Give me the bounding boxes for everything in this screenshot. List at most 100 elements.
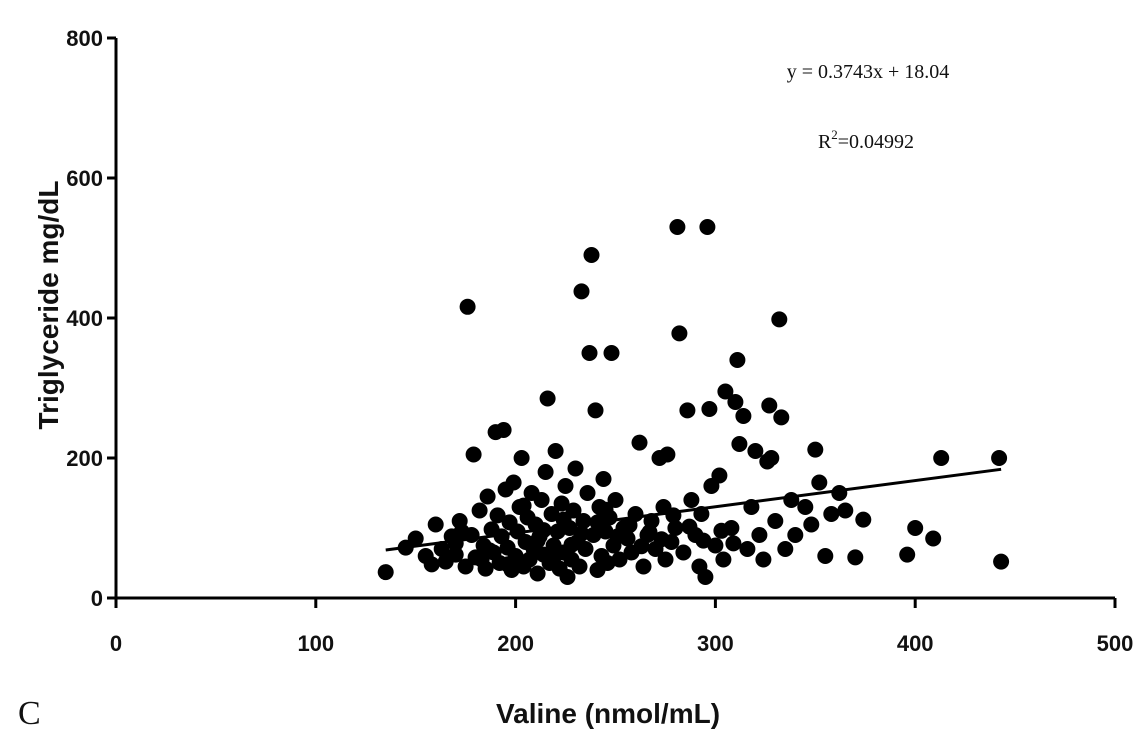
data-point	[597, 501, 614, 518]
data-point	[761, 397, 778, 414]
data-point	[755, 551, 772, 568]
data-point	[933, 450, 950, 466]
data-point	[681, 518, 698, 535]
data-point	[571, 558, 588, 575]
panel-label: C	[18, 695, 41, 732]
data-point	[515, 497, 532, 514]
data-point	[599, 555, 616, 571]
data-point	[471, 502, 488, 519]
data-point	[499, 556, 516, 573]
y-tick-label: 800	[66, 26, 103, 51]
data-point	[807, 441, 824, 458]
x-axis-title: Valine (nmol/mL)	[496, 698, 720, 729]
data-point	[505, 474, 522, 491]
data-point	[899, 546, 916, 563]
data-point	[991, 450, 1008, 466]
data-point	[797, 499, 814, 515]
data-point	[563, 536, 580, 553]
regression-equation: y = 0.3743x + 18.04	[787, 61, 950, 83]
data-point	[537, 464, 554, 480]
data-point	[489, 507, 506, 524]
data-point	[621, 517, 638, 534]
data-point	[727, 394, 744, 410]
data-point	[729, 352, 746, 368]
data-point	[495, 422, 512, 438]
data-point	[695, 532, 712, 549]
data-point	[811, 474, 828, 491]
data-point	[773, 409, 790, 426]
data-point	[855, 511, 872, 528]
data-point	[553, 495, 570, 512]
data-point	[641, 524, 658, 541]
data-point	[763, 450, 780, 466]
data-point	[667, 520, 684, 536]
data-point	[711, 467, 728, 484]
r-squared-value: =0.04992	[838, 131, 914, 153]
data-point	[635, 558, 652, 575]
data-point	[447, 546, 464, 563]
data-point	[713, 522, 730, 539]
data-point	[817, 548, 834, 564]
data-point	[423, 556, 440, 573]
y-tick-label: 200	[66, 446, 103, 471]
data-point	[479, 488, 496, 505]
data-point	[579, 485, 596, 501]
data-point	[725, 535, 742, 552]
data-point	[925, 530, 942, 547]
y-axis-title: Triglyceride mg/dL	[33, 181, 64, 430]
data-point	[587, 402, 604, 419]
data-point	[671, 325, 688, 342]
data-point	[771, 311, 788, 328]
data-point	[767, 513, 784, 529]
data-point	[573, 283, 590, 300]
data-point	[699, 219, 716, 235]
x-tick-label: 500	[1097, 631, 1134, 656]
data-point	[611, 551, 628, 568]
data-point	[739, 541, 756, 557]
x-tick-label: 400	[897, 631, 934, 656]
data-point	[717, 383, 734, 400]
data-point	[573, 525, 590, 542]
data-point	[697, 569, 714, 585]
data-point	[427, 516, 444, 533]
data-point	[377, 564, 394, 581]
data-point	[715, 551, 732, 568]
data-point	[665, 507, 682, 524]
data-point	[555, 511, 572, 528]
x-tick-label: 100	[297, 631, 334, 656]
data-point	[777, 541, 794, 557]
data-point	[837, 502, 854, 519]
r-squared-exponent: 2	[831, 127, 838, 142]
y-axis-ticks: 0 200 400 600 800	[66, 26, 116, 611]
data-point	[669, 219, 686, 235]
data-point	[453, 523, 470, 540]
x-tick-label: 200	[497, 631, 534, 656]
data-point	[787, 527, 804, 543]
data-point	[659, 446, 676, 463]
y-tick-label: 400	[66, 306, 103, 331]
data-point	[557, 478, 574, 494]
data-point	[545, 549, 562, 566]
data-point	[433, 541, 450, 557]
data-point	[823, 506, 840, 522]
data-point	[481, 542, 498, 559]
data-point	[701, 401, 718, 417]
data-point	[675, 544, 692, 561]
data-point	[577, 541, 594, 557]
data-point	[679, 402, 696, 419]
data-point	[993, 553, 1010, 570]
data-point	[459, 298, 476, 315]
data-point	[547, 443, 564, 459]
data-point	[603, 345, 620, 361]
data-point	[653, 531, 670, 548]
data-point	[633, 538, 650, 555]
data-point	[567, 460, 584, 477]
data-point	[707, 537, 724, 554]
data-point	[847, 549, 864, 566]
x-tick-label: 300	[697, 631, 734, 656]
data-point	[747, 443, 764, 459]
data-point	[607, 492, 624, 508]
data-point	[559, 569, 576, 585]
x-axis-ticks: 0 100 200 300 400 500	[110, 598, 1133, 656]
